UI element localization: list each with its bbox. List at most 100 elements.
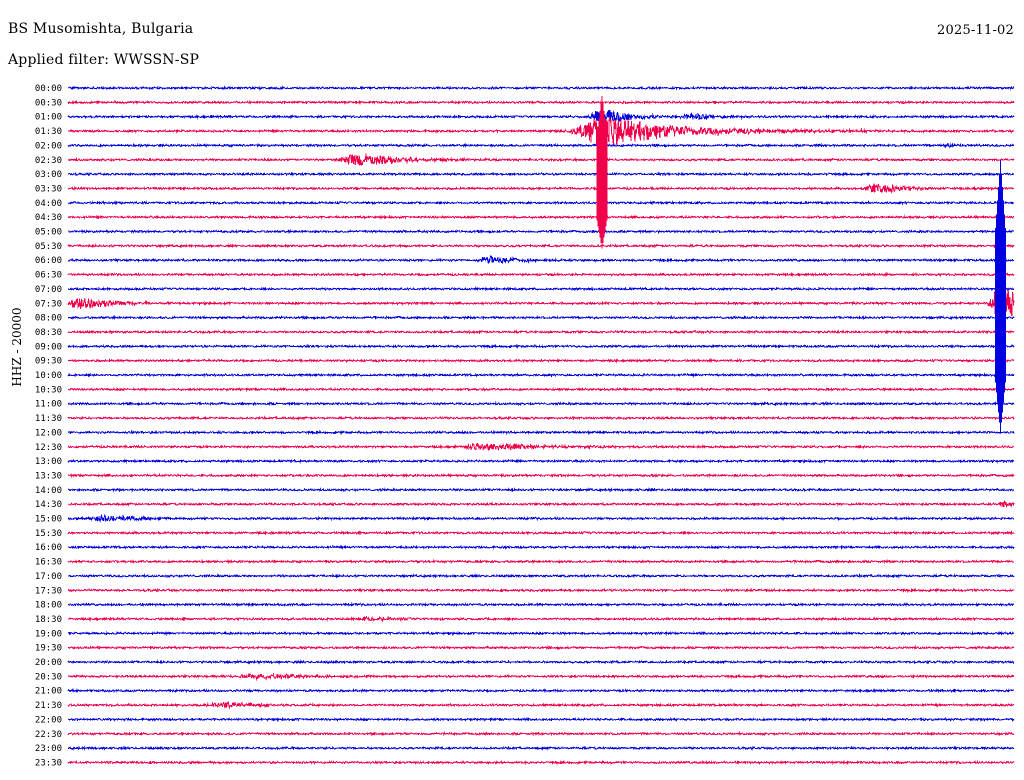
time-tick-label: 15:30 <box>35 529 62 539</box>
trace-row <box>67 688 1014 694</box>
trace-row <box>67 458 1015 464</box>
trace-row <box>67 429 1015 436</box>
time-tick-label: 06:00 <box>35 256 62 266</box>
time-tick-label: 00:30 <box>35 98 62 108</box>
time-tick-label: 01:30 <box>35 127 62 137</box>
time-tick-label: 01:00 <box>35 113 62 123</box>
trace-row <box>67 759 1015 765</box>
time-tick-label: 07:30 <box>35 299 62 309</box>
time-tick-label: 10:00 <box>35 371 62 381</box>
date-label: 2025-11-02 <box>937 23 1014 38</box>
time-tick-label: 20:30 <box>35 672 62 682</box>
time-tick-label: 09:00 <box>35 342 62 352</box>
trace-row <box>67 99 1015 105</box>
trace-row <box>67 672 1015 682</box>
time-tick-label: 00:00 <box>35 84 62 94</box>
trace-row <box>67 199 1014 206</box>
time-tick-label: 22:30 <box>35 730 62 740</box>
time-tick-label: 04:30 <box>35 213 62 223</box>
large-event-spike <box>596 95 608 249</box>
time-tick-label: 04:00 <box>35 199 62 209</box>
trace-row <box>67 530 1015 536</box>
trace-row <box>67 228 1015 235</box>
station-title: BS Musomishta, Bulgaria <box>8 21 194 37</box>
time-tick-label: 16:00 <box>35 543 62 553</box>
time-tick-label: 12:00 <box>35 428 62 438</box>
time-tick-label: 21:30 <box>35 701 62 711</box>
trace-row <box>67 171 1015 177</box>
time-tick-label: 19:00 <box>35 629 62 639</box>
trace-row <box>67 243 1015 249</box>
time-tick-label: 20:00 <box>35 658 62 668</box>
time-tick-label: 08:00 <box>35 314 62 324</box>
large-event-spike <box>994 159 1006 433</box>
trace-row <box>67 487 1015 493</box>
trace-row <box>67 573 1015 579</box>
time-tick-label: 23:30 <box>35 758 62 768</box>
trace-row <box>68 286 1015 292</box>
time-tick-label: 22:00 <box>35 715 62 725</box>
time-tick-label: 17:30 <box>35 586 62 596</box>
time-tick-label: 05:00 <box>35 228 62 238</box>
time-tick-label: 10:30 <box>35 385 62 395</box>
trace-row <box>67 183 1015 194</box>
trace-row <box>67 358 1015 364</box>
trace-row <box>67 745 1015 751</box>
trace-row <box>67 314 1015 321</box>
trace-row <box>67 587 1015 593</box>
trace-row <box>67 271 1015 278</box>
trace-row <box>67 153 1015 166</box>
time-tick-label: 23:00 <box>35 744 62 754</box>
seismic-traces <box>67 85 1015 765</box>
time-tick-label: 07:00 <box>35 285 62 295</box>
trace-row <box>67 500 1015 508</box>
trace-row <box>67 644 1015 651</box>
trace-row <box>67 513 1015 523</box>
time-tick-label: 17:00 <box>35 572 62 582</box>
trace-row <box>67 544 1015 551</box>
trace-row <box>67 372 1015 378</box>
time-tick-label: 14:00 <box>35 486 62 496</box>
time-tick-label: 14:30 <box>35 500 62 510</box>
trace-row <box>67 602 1015 608</box>
time-tick-label: 06:30 <box>35 271 62 281</box>
trace-row <box>67 142 1015 149</box>
trace-row <box>67 109 1015 126</box>
time-tick-label: 02:00 <box>35 141 62 151</box>
trace-row <box>67 716 1015 723</box>
trace-row <box>67 117 1015 145</box>
trace-row <box>67 343 1015 349</box>
time-tick-label: 13:30 <box>35 471 62 481</box>
time-tick-label: 19:30 <box>35 644 62 654</box>
time-tick-label: 03:30 <box>35 184 62 194</box>
time-tick-label: 18:00 <box>35 601 62 611</box>
trace-row <box>67 400 1015 407</box>
time-tick-label: 05:30 <box>35 242 62 252</box>
trace-row <box>67 442 1015 452</box>
time-tick-label: 03:00 <box>35 170 62 180</box>
trace-row <box>67 386 1015 393</box>
trace-row <box>67 731 1015 737</box>
trace-row <box>67 255 1015 265</box>
time-tick-labels: 00:00 00:30 01:00 01:30 02:00 02:30 03:00 03:30… <box>35 84 62 768</box>
trace-row <box>67 85 1014 91</box>
time-tick-label: 21:00 <box>35 687 62 697</box>
trace-row <box>67 214 1015 220</box>
time-tick-label: 11:30 <box>35 414 62 424</box>
time-tick-label: 02:30 <box>35 156 62 166</box>
time-tick-label: 13:00 <box>35 457 62 467</box>
trace-row <box>67 415 1015 421</box>
trace-row <box>67 288 1015 323</box>
trace-row <box>67 558 1015 565</box>
applied-filter-label: Applied filter: WWSSN-SP <box>8 52 200 68</box>
trace-row <box>67 615 1015 623</box>
time-tick-label: 12:30 <box>35 443 62 453</box>
time-tick-label: 15:00 <box>35 515 62 525</box>
time-tick-label: 16:30 <box>35 558 62 568</box>
time-tick-label: 11:00 <box>35 400 62 410</box>
trace-row <box>67 472 1015 479</box>
time-tick-label: 09:30 <box>35 357 62 367</box>
time-tick-label: 08:30 <box>35 328 62 338</box>
trace-row <box>67 329 1015 335</box>
